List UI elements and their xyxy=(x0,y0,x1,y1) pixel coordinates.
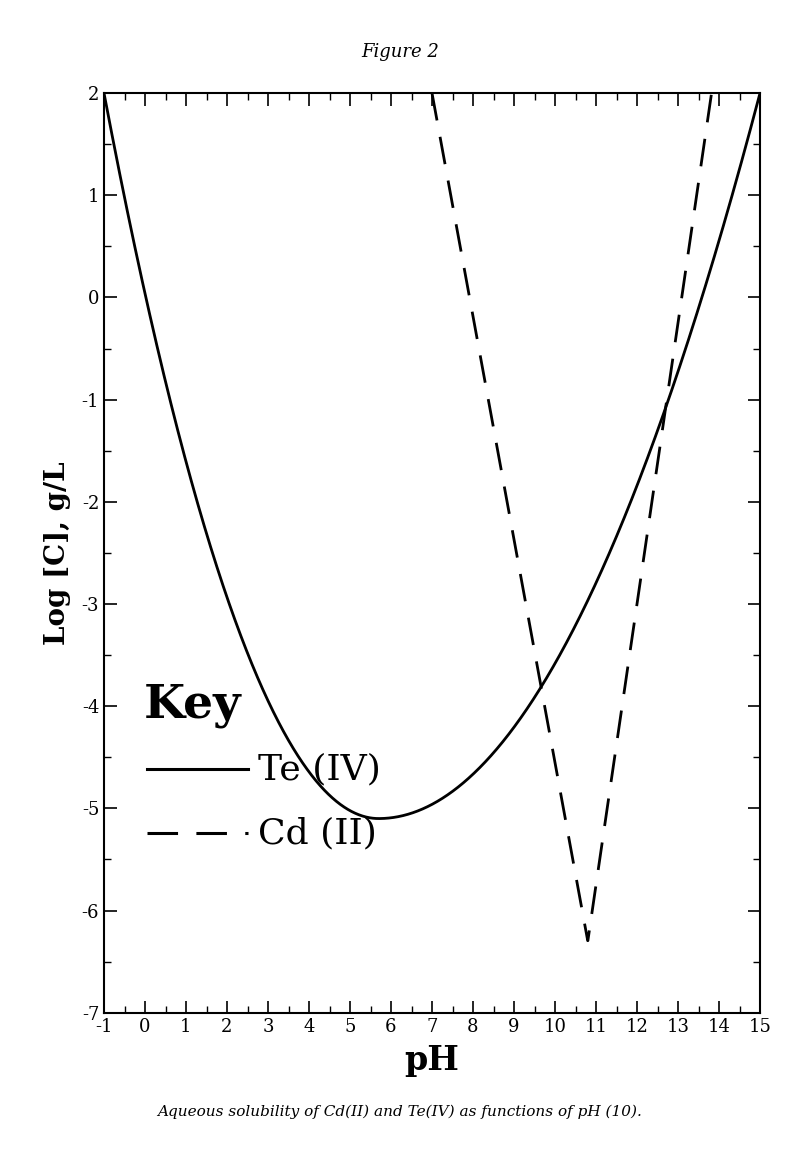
Text: Te (IV): Te (IV) xyxy=(258,752,381,786)
X-axis label: pH: pH xyxy=(405,1044,459,1077)
Text: Aqueous solubility of Cd(II) and Te(IV) as functions of pH (10).: Aqueous solubility of Cd(II) and Te(IV) … xyxy=(158,1105,642,1119)
Y-axis label: Log [C], g/L: Log [C], g/L xyxy=(43,461,70,645)
Text: Key: Key xyxy=(143,682,241,728)
Text: Cd (II): Cd (II) xyxy=(258,816,377,851)
Text: Figure 2: Figure 2 xyxy=(361,43,439,62)
